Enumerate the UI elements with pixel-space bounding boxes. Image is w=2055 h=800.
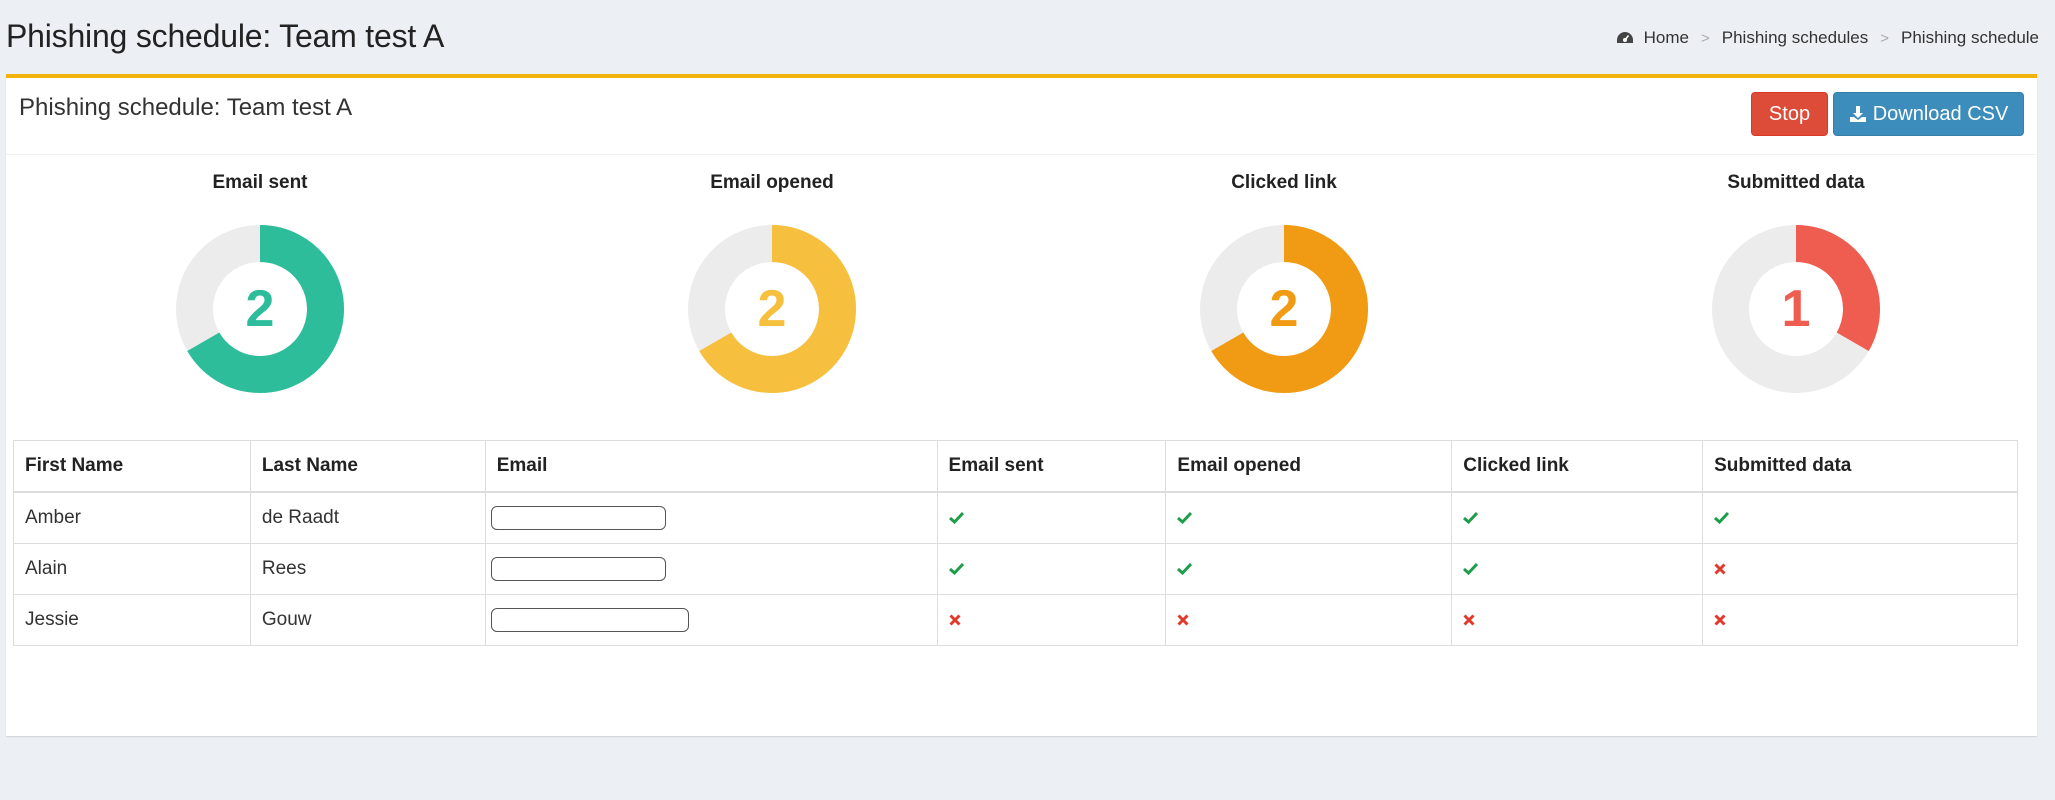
download-icon [1849, 105, 1867, 123]
donut-chart: 2 [1200, 225, 1368, 393]
email-cell [484, 543, 938, 595]
first-name-cell: Jessie [13, 594, 251, 646]
breadcrumb-separator: > [1880, 29, 1890, 47]
email-field[interactable] [490, 506, 666, 530]
donut-value: 1 [1782, 280, 1811, 338]
first-name-cell: Amber [13, 491, 251, 544]
column-header[interactable]: Email [484, 440, 938, 493]
page-header: Phishing schedule: Team test A Home > Ph… [6, 14, 2039, 62]
check-icon [1714, 511, 1730, 525]
donut-slice [1795, 225, 1880, 351]
breadcrumb-separator: > [1701, 29, 1710, 47]
column-header[interactable]: First Name [13, 440, 251, 493]
chart-title: Email sent [212, 172, 308, 193]
charts-row: Email sent 2 Email opened 2 Clicked link… [6, 168, 2037, 408]
last-name-cell: Rees [249, 543, 486, 595]
clicked-cell [1451, 543, 1704, 595]
opened-cell [1165, 543, 1453, 595]
sent-cell [936, 543, 1167, 595]
email-cell [484, 491, 938, 544]
sent-cell [936, 491, 1167, 544]
donut-value: 2 [246, 280, 275, 338]
sent-cell [936, 594, 1167, 646]
download-csv-button[interactable]: Download CSV [1833, 92, 2024, 136]
chart-email-opened: Email opened 2 [652, 168, 892, 414]
column-header[interactable]: Last Name [249, 440, 486, 493]
check-icon [1463, 511, 1479, 525]
first-name-cell: Alain [13, 543, 251, 595]
submitted-cell [1702, 491, 2018, 544]
submitted-cell [1702, 594, 2018, 646]
cross-icon [1463, 614, 1475, 626]
donut-chart: 2 [688, 225, 856, 393]
column-header[interactable]: Clicked link [1451, 440, 1704, 493]
chart-submitted-data: Submitted data 1 [1676, 168, 1916, 414]
box-title: Phishing schedule: Team test A [19, 94, 353, 121]
table-row: Amber de Raadt [13, 491, 2018, 544]
page-title: Phishing schedule: Team test A [6, 18, 445, 54]
results-table: First Name Last Name Email Email sent Em… [13, 440, 2018, 646]
table-row: Jessie Gouw [13, 594, 2018, 646]
opened-cell [1165, 594, 1453, 646]
donut-value: 2 [758, 280, 787, 338]
breadcrumb: Home > Phishing schedules > Phishing sch… [1616, 28, 2039, 48]
submitted-cell [1702, 543, 2018, 595]
donut-slice [1211, 225, 1368, 393]
last-name-cell: de Raadt [249, 491, 486, 544]
column-header[interactable]: Submitted data [1702, 440, 2018, 493]
cross-icon [948, 614, 961, 626]
stop-button[interactable]: Stop [1751, 92, 1828, 136]
download-csv-label: Download CSV [1872, 102, 2009, 125]
last-name-cell: Gouw [249, 594, 486, 646]
cross-icon [1714, 563, 1726, 575]
box-header: Phishing schedule: Team test A Stop Down… [6, 78, 2037, 155]
dashboard-icon [1616, 31, 1634, 45]
chart-email-sent: Email sent 2 [140, 168, 380, 414]
email-field[interactable] [490, 608, 689, 632]
table-row: Alain Rees [13, 543, 2018, 595]
donut-slice [187, 225, 344, 393]
check-icon [948, 511, 964, 525]
chart-clicked-link: Clicked link 2 [1164, 168, 1404, 414]
opened-cell [1165, 491, 1453, 544]
cross-icon [1177, 614, 1189, 626]
check-icon [1177, 562, 1193, 576]
clicked-cell [1451, 594, 1704, 646]
donut-chart: 1 [1712, 225, 1880, 393]
donut-chart: 2 [176, 225, 344, 393]
donut-slice [699, 225, 856, 393]
chart-title: Submitted data [1727, 172, 1865, 193]
column-header[interactable]: Email opened [1165, 440, 1453, 493]
check-icon [1463, 562, 1479, 576]
column-header[interactable]: Email sent [936, 440, 1167, 493]
breadcrumb-phishing-schedules[interactable]: Phishing schedules [1721, 28, 1869, 47]
breadcrumb-home[interactable]: Home [1643, 28, 1689, 47]
email-cell [484, 594, 938, 646]
check-icon [948, 562, 964, 576]
clicked-cell [1451, 491, 1704, 544]
table-header-row: First Name Last Name Email Email sent Em… [13, 440, 2018, 493]
breadcrumb-phishing-schedule: Phishing schedule [1901, 28, 2039, 47]
email-field[interactable] [490, 557, 666, 581]
cross-icon [1714, 614, 1726, 626]
chart-title: Email opened [710, 172, 834, 193]
chart-title: Clicked link [1231, 172, 1337, 193]
check-icon [1177, 511, 1193, 525]
donut-value: 2 [1270, 280, 1299, 338]
